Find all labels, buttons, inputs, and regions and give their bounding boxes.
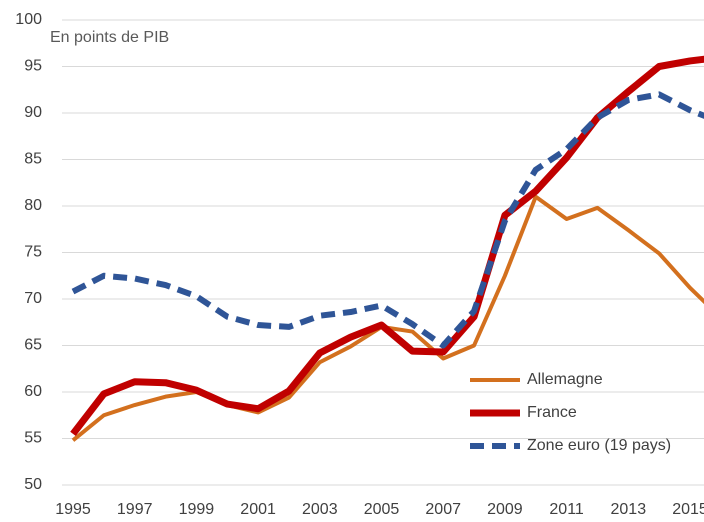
line-series — [70, 55, 704, 436]
y-tick-label: 60 — [24, 383, 42, 400]
x-tick-label: 2013 — [611, 501, 647, 518]
x-tick-label: 1999 — [179, 501, 215, 518]
y-tick-label: 100 — [15, 11, 42, 28]
y-tick-label: 95 — [24, 58, 42, 75]
x-tick-label: 2015 — [672, 501, 704, 518]
x-tick-label: 1997 — [117, 501, 153, 518]
y-tick-label: 50 — [24, 476, 42, 493]
y-tick-label: 90 — [24, 104, 42, 121]
x-tick-label: 2009 — [487, 501, 523, 518]
y-tick-label: 70 — [24, 290, 42, 307]
x-tick-label: 2011 — [549, 501, 584, 518]
legend-label: Allemagne — [527, 371, 603, 388]
legend-label: France — [527, 404, 577, 421]
y-tick-label: 55 — [24, 430, 42, 447]
legend-label: Zone euro (19 pays) — [527, 437, 671, 454]
line-series — [71, 194, 704, 442]
line-series — [71, 91, 704, 349]
annotation: En points de PIB — [50, 29, 169, 46]
x-tick-label: 2007 — [425, 501, 461, 518]
x-tick-label: 2005 — [364, 501, 400, 518]
x-tick-label: 2001 — [240, 501, 276, 518]
y-tick-label: 65 — [24, 337, 42, 354]
y-tick-label: 75 — [24, 244, 42, 261]
y-tick-label: 80 — [24, 197, 42, 214]
y-tick-label: 85 — [24, 151, 42, 168]
x-tick-label: 1995 — [55, 501, 91, 518]
x-tick-label: 2003 — [302, 501, 338, 518]
